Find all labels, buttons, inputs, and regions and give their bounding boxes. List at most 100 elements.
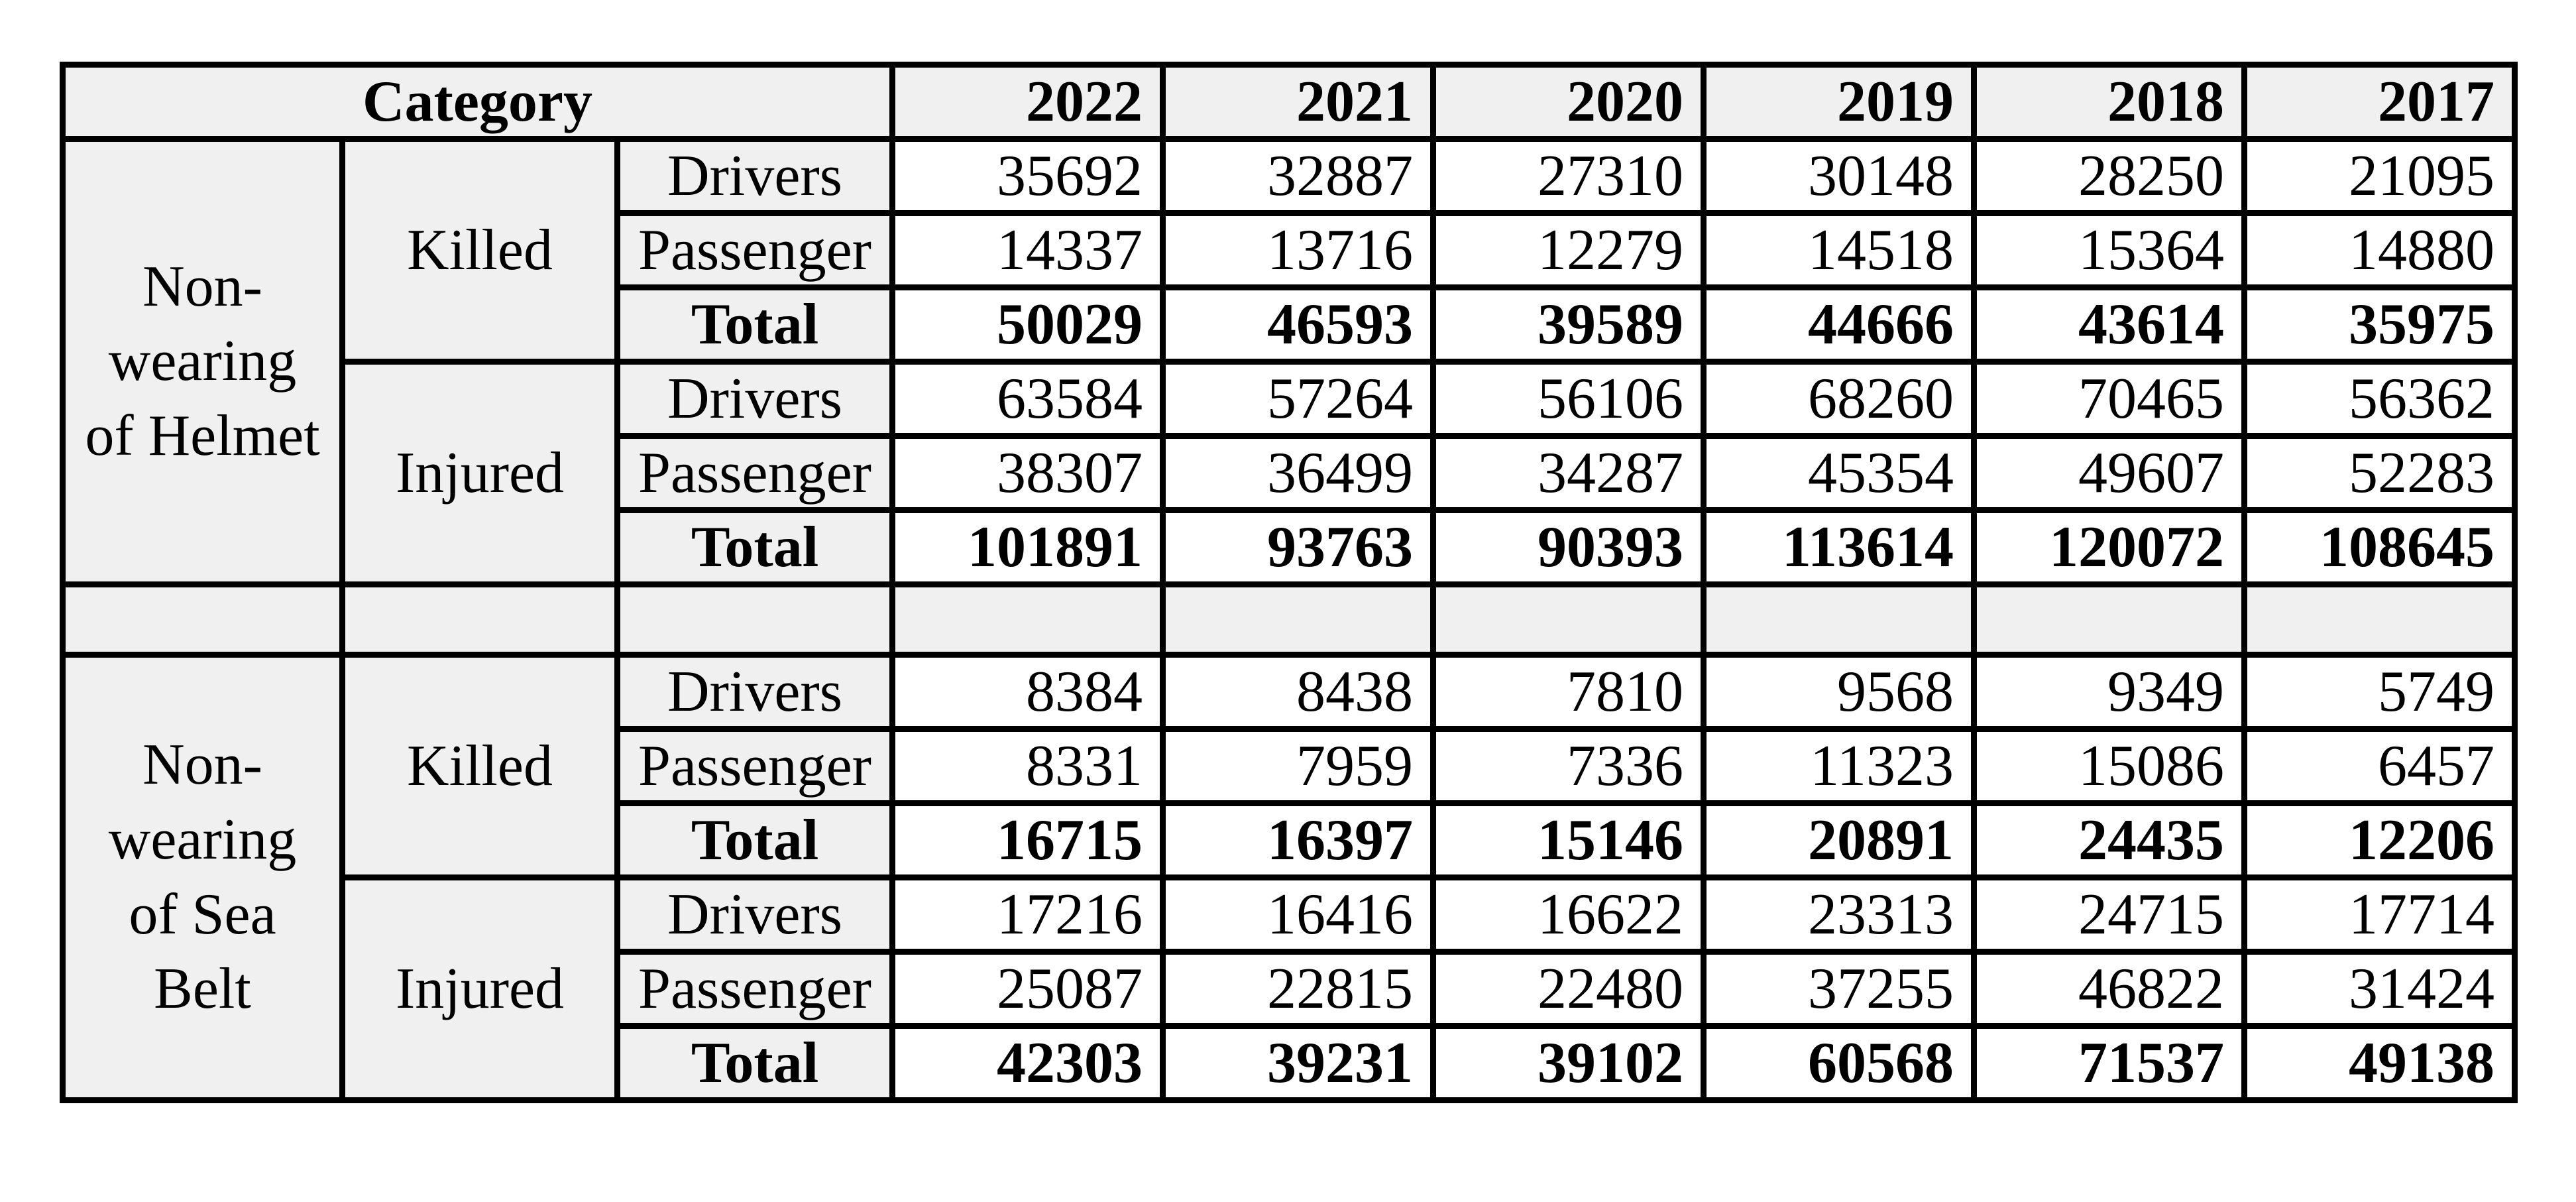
value-cell: 22480	[1430, 949, 1707, 1029]
value-cell: 9349	[1971, 652, 2247, 732]
value-cell: 70465	[1971, 359, 2247, 439]
spacer-cell	[889, 581, 1166, 658]
value-cell: 28250	[1971, 136, 2247, 216]
table-row-total: Total 50029 46593 39589 44666 43614 3597…	[63, 284, 2518, 365]
value-cell: 43614	[1971, 284, 2247, 365]
value-cell: 8384	[889, 652, 1166, 732]
table-row-total: Total 101891 93763 90393 113614 120072 1…	[63, 507, 2518, 587]
value-cell: 23313	[1701, 874, 1977, 955]
value-cell: 46593	[1160, 284, 1436, 365]
table-row: Injured Drivers 17216 16416 16622 23313 …	[63, 874, 2518, 1103]
value-cell: 6457	[2241, 726, 2518, 806]
value-cell: 24715	[1971, 874, 2247, 955]
value-cell: 60568	[1701, 1023, 1977, 1103]
value-cell: 45354	[1701, 433, 1977, 513]
category-label-sea-belt: Non- wearing of Sea Belt	[60, 652, 345, 1103]
table-row-total: Total 42303 39231 39102 60568 71537 4913…	[63, 1023, 2518, 1103]
value-cell: 21095	[2241, 136, 2518, 216]
value-cell: 39231	[1160, 1023, 1436, 1103]
row-label-passenger: Passenger	[614, 210, 895, 290]
table-row-total: Total 16715 16397 15146 20891 24435 1220…	[63, 800, 2518, 880]
value-cell: 16715	[889, 800, 1166, 880]
value-cell: 35692	[889, 136, 1166, 216]
value-cell: 50029	[889, 284, 1166, 365]
value-cell: 35975	[2241, 284, 2518, 365]
spacer-cell	[1430, 581, 1707, 658]
value-cell: 17216	[889, 874, 1166, 955]
value-cell: 14337	[889, 210, 1166, 290]
spacer-cell	[339, 581, 620, 658]
value-cell: 17714	[2241, 874, 2518, 955]
value-cell: 57264	[1160, 359, 1436, 439]
row-label-total: Total	[614, 284, 895, 365]
value-cell: 13716	[1160, 210, 1436, 290]
table-row: Passenger 38307 36499 34287 45354 49607 …	[63, 433, 2518, 513]
value-cell: 30148	[1701, 136, 1977, 216]
header-row: Category 2022 2021 2020 2019 2018 2017	[60, 62, 2518, 142]
value-cell: 71537	[1971, 1023, 2247, 1103]
value-cell: 90393	[1430, 507, 1707, 587]
value-cell: 24435	[1971, 800, 2247, 880]
row-label-passenger: Passenger	[614, 949, 895, 1029]
table-row: Non- wearing of Sea Belt Killed Drivers …	[60, 652, 2518, 1103]
row-label-drivers: Drivers	[614, 652, 895, 732]
value-cell: 108645	[2241, 507, 2518, 587]
value-cell: 46822	[1971, 949, 2247, 1029]
value-cell: 15364	[1971, 210, 2247, 290]
value-cell: 63584	[889, 359, 1166, 439]
spacer-row	[60, 581, 2518, 658]
value-cell: 12206	[2241, 800, 2518, 880]
value-cell: 36499	[1160, 433, 1436, 513]
value-cell: 25087	[889, 949, 1166, 1029]
value-cell: 32887	[1160, 136, 1436, 216]
value-cell: 14518	[1701, 210, 1977, 290]
row-label-total: Total	[614, 507, 895, 587]
value-cell: 15146	[1430, 800, 1707, 880]
header-year-2017: 2017	[2241, 62, 2518, 142]
group-label-killed: Killed	[339, 136, 620, 365]
header-year-2020: 2020	[1430, 62, 1707, 142]
value-cell: 68260	[1701, 359, 1977, 439]
header-year-2021: 2021	[1160, 62, 1436, 142]
value-cell: 49607	[1971, 433, 2247, 513]
value-cell: 113614	[1701, 507, 1977, 587]
value-cell: 11323	[1701, 726, 1977, 806]
value-cell: 12279	[1430, 210, 1707, 290]
spacer-cell	[1701, 581, 1977, 658]
statistics-table: Category 2022 2021 2020 2019 2018 2017 N…	[60, 62, 2518, 1103]
group-label-injured: Injured	[339, 874, 620, 1103]
header-category: Category	[60, 62, 895, 142]
value-cell: 7959	[1160, 726, 1436, 806]
value-cell: 101891	[889, 507, 1166, 587]
row-label-total: Total	[614, 1023, 895, 1103]
value-cell: 9568	[1701, 652, 1977, 732]
header-year-2019: 2019	[1701, 62, 1977, 142]
value-cell: 37255	[1701, 949, 1977, 1029]
category-label-helmet: Non- wearing of Helmet	[60, 136, 345, 587]
spacer-cell	[2241, 581, 2518, 658]
value-cell: 93763	[1160, 507, 1436, 587]
value-cell: 8331	[889, 726, 1166, 806]
value-cell: 16397	[1160, 800, 1436, 880]
value-cell: 56362	[2241, 359, 2518, 439]
value-cell: 5749	[2241, 652, 2518, 732]
table-row: Passenger 25087 22815 22480 37255 46822 …	[63, 949, 2518, 1029]
value-cell: 8438	[1160, 652, 1436, 732]
value-cell: 16416	[1160, 874, 1436, 955]
value-cell: 120072	[1971, 507, 2247, 587]
row-label-drivers: Drivers	[614, 874, 895, 955]
header-year-2018: 2018	[1971, 62, 2247, 142]
table-row: Passenger 14337 13716 12279 14518 15364 …	[63, 210, 2518, 290]
spacer-cell	[60, 581, 345, 658]
value-cell: 15086	[1971, 726, 2247, 806]
value-cell: 42303	[889, 1023, 1166, 1103]
value-cell: 38307	[889, 433, 1166, 513]
group-label-killed: Killed	[339, 652, 620, 880]
value-cell: 39589	[1430, 284, 1707, 365]
table-row: Passenger 8331 7959 7336 11323 15086 645…	[63, 726, 2518, 806]
value-cell: 7810	[1430, 652, 1707, 732]
row-label-passenger: Passenger	[614, 726, 895, 806]
value-cell: 49138	[2241, 1023, 2518, 1103]
row-label-drivers: Drivers	[614, 136, 895, 216]
spacer-cell	[614, 581, 895, 658]
